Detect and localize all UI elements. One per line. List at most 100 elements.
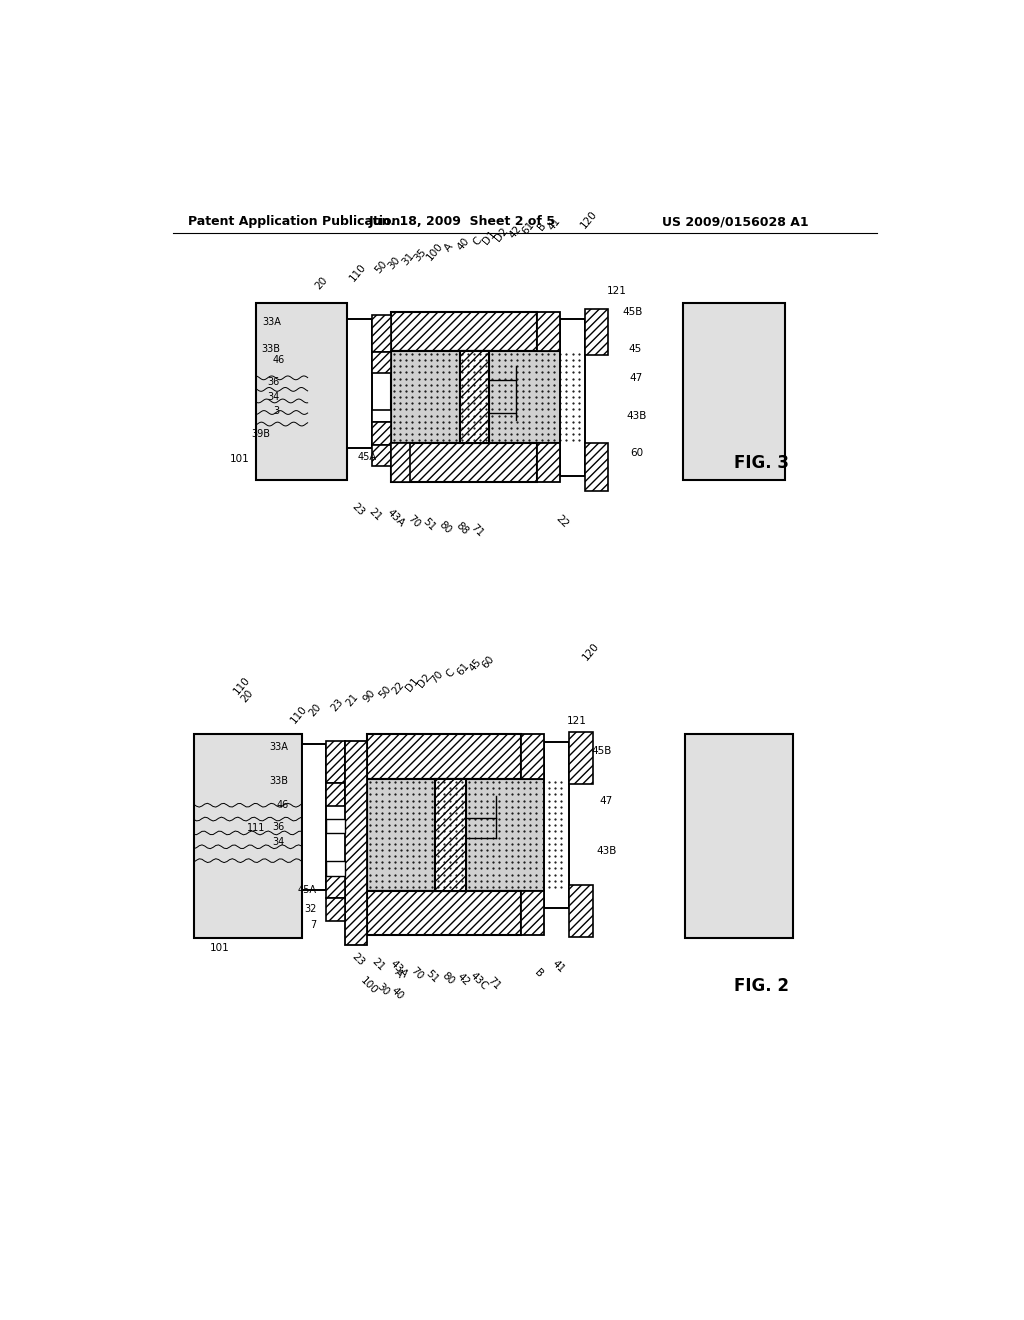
Text: 40: 40 [455, 236, 471, 252]
Bar [326, 818, 345, 833]
Text: 22: 22 [390, 680, 407, 697]
Text: 21: 21 [344, 692, 360, 709]
Bar [256, 304, 347, 480]
Text: B: B [536, 220, 548, 232]
Bar [683, 304, 785, 480]
Text: Patent Application Publication: Patent Application Publication [188, 215, 400, 228]
Bar [326, 861, 345, 876]
Text: 20: 20 [313, 275, 330, 292]
Bar [326, 741, 345, 783]
Text: 110: 110 [347, 261, 368, 282]
Bar [367, 734, 521, 779]
Text: 36: 36 [272, 822, 285, 832]
Bar [568, 733, 593, 784]
Text: 90: 90 [361, 688, 377, 704]
Bar [435, 779, 466, 891]
Bar [391, 444, 410, 482]
Text: 111: 111 [247, 824, 265, 833]
Text: 42: 42 [455, 972, 471, 989]
Text: 47: 47 [630, 372, 643, 383]
Bar [544, 742, 568, 908]
Text: 21: 21 [371, 957, 387, 973]
Text: 70: 70 [429, 668, 445, 685]
Text: 30: 30 [386, 255, 402, 272]
Bar [568, 884, 593, 937]
Bar [391, 313, 538, 351]
Text: D1: D1 [403, 676, 421, 693]
Bar [585, 309, 608, 355]
Text: 70: 70 [406, 513, 422, 531]
Text: 20: 20 [307, 701, 324, 718]
Bar [538, 444, 560, 482]
Bar [326, 783, 345, 807]
Text: 45: 45 [629, 345, 641, 354]
Text: 80: 80 [439, 970, 456, 986]
Text: 45A: 45A [358, 453, 377, 462]
Bar [521, 734, 544, 779]
Text: 35: 35 [412, 247, 428, 264]
Text: 41: 41 [550, 958, 566, 975]
Text: FIG. 2: FIG. 2 [734, 977, 790, 995]
Text: 121: 121 [607, 286, 627, 296]
Text: 51: 51 [424, 968, 440, 985]
Text: D2: D2 [416, 672, 433, 689]
Text: 33B: 33B [262, 345, 281, 354]
Text: B: B [532, 968, 545, 979]
Bar [372, 445, 391, 466]
Bar [560, 318, 585, 477]
Text: 32: 32 [304, 904, 316, 915]
Bar [372, 411, 391, 422]
Text: 40: 40 [389, 985, 406, 1002]
Text: 45A: 45A [298, 884, 316, 895]
Text: C: C [471, 235, 483, 247]
Text: 121: 121 [567, 715, 587, 726]
Text: FIG. 3: FIG. 3 [734, 454, 790, 471]
Text: A: A [443, 242, 456, 253]
Text: 43A: 43A [385, 507, 407, 529]
Text: D2: D2 [494, 226, 510, 243]
Bar [685, 734, 793, 939]
Text: 101: 101 [230, 454, 250, 463]
Text: 31: 31 [399, 251, 416, 268]
Bar [345, 741, 367, 945]
Text: 21: 21 [368, 506, 384, 523]
Text: 45B: 45B [623, 308, 643, 317]
Text: 43B: 43B [627, 412, 646, 421]
Bar [326, 876, 345, 898]
Text: 41: 41 [546, 215, 562, 232]
Text: 120: 120 [579, 210, 599, 231]
Text: 120: 120 [581, 640, 601, 661]
Text: 23: 23 [349, 502, 366, 517]
Text: 34: 34 [267, 392, 280, 403]
Bar [372, 351, 391, 374]
Text: 47: 47 [600, 796, 613, 807]
Text: Jun. 18, 2009  Sheet 2 of 5: Jun. 18, 2009 Sheet 2 of 5 [369, 215, 555, 228]
Text: 110: 110 [232, 675, 252, 697]
Bar [326, 898, 345, 921]
Bar [372, 422, 391, 445]
Text: US 2009/0156028 A1: US 2009/0156028 A1 [662, 215, 809, 228]
Text: 61: 61 [520, 220, 536, 236]
Text: 7: 7 [310, 920, 316, 929]
Text: C: C [444, 667, 457, 678]
Text: 100: 100 [425, 240, 444, 263]
Text: 71: 71 [485, 975, 502, 991]
Text: 22: 22 [554, 513, 570, 531]
Text: 45: 45 [467, 657, 483, 673]
Bar [367, 779, 563, 891]
Text: 51: 51 [421, 516, 437, 533]
Bar [347, 318, 372, 447]
Text: 46: 46 [272, 355, 285, 366]
Text: D1: D1 [481, 228, 498, 247]
Text: 50: 50 [373, 259, 389, 275]
Text: 43A: 43A [388, 958, 410, 979]
Bar [194, 734, 301, 939]
Text: 23: 23 [349, 950, 366, 968]
Text: 71: 71 [469, 523, 485, 539]
Text: 45B: 45B [592, 746, 612, 756]
Bar [372, 314, 391, 351]
Text: 39B: 39B [252, 429, 270, 440]
Text: 20: 20 [240, 688, 256, 704]
Text: 33A: 33A [269, 742, 289, 752]
Bar [460, 351, 489, 444]
